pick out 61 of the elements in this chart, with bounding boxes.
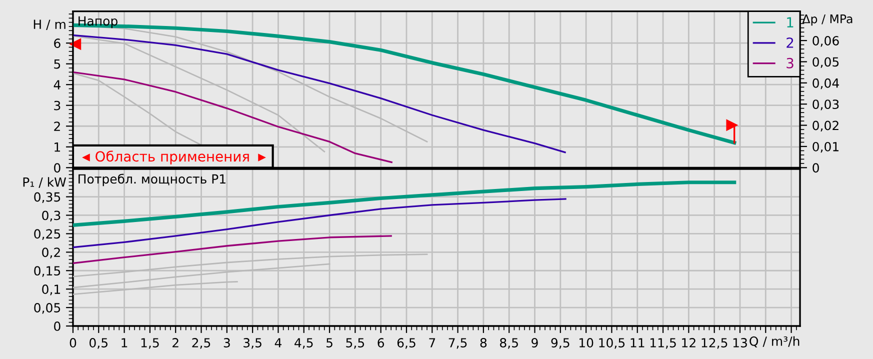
y-tick-label: 0,05 — [34, 303, 60, 314]
y2-axis-title: Δp / MPa — [802, 14, 852, 26]
x-tick-label: 7,5 — [448, 338, 467, 349]
x-tick-label: 4,5 — [294, 338, 313, 349]
x-tick-label: 4 — [274, 338, 282, 348]
y-tick-label: 1 — [54, 142, 60, 152]
x-tick-label: 2 — [172, 338, 178, 348]
x-tick-label: 9,5 — [551, 338, 570, 349]
x-tick-label: 3 — [224, 338, 230, 348]
x-tick-label: 6,5 — [397, 338, 416, 349]
x-tick-label: 0,5 — [90, 338, 108, 349]
x-tick-label: 7 — [429, 338, 436, 348]
x-tick-label: 8 — [480, 338, 487, 348]
y-tick-label: 0,25 — [34, 229, 60, 240]
line-series — [72, 198, 566, 248]
y-tick-label: 0,15 — [34, 266, 60, 277]
y-axis-title: H / m — [34, 20, 66, 30]
x-tick-label: 12 — [682, 338, 696, 348]
line-series — [72, 71, 392, 164]
y2-tick-label: 0,01 — [812, 142, 838, 153]
x-tick-label: 13 — [733, 338, 747, 348]
y-tick-label: 2 — [54, 122, 60, 131]
legend-label: 3 — [786, 58, 794, 68]
y2-tick-label: 0,06 — [812, 36, 839, 47]
annotation: Потребл. мощность P1 — [78, 174, 226, 186]
y-tick-label: 3 — [54, 100, 60, 110]
y2-tick-label: 0,04 — [812, 78, 839, 90]
y-tick-label: 6 — [54, 38, 60, 48]
x-tick-label: 1 — [122, 338, 128, 348]
x-tick-label: 12,5 — [702, 338, 728, 349]
y2-tick-label: 0,05 — [812, 57, 839, 68]
x-tick-label: 3,5 — [244, 338, 262, 349]
y-tick-label: 4 — [54, 80, 60, 90]
x-tick-label: 0 — [70, 338, 76, 348]
annotation: Область применения — [96, 150, 249, 164]
x-tick-label: 10,5 — [599, 338, 625, 349]
x-tick-label: 9 — [532, 338, 538, 348]
line-series — [72, 235, 392, 264]
y2-tick-label: 0,02 — [812, 120, 838, 132]
y-axis-title: P₁ / kW — [23, 177, 66, 188]
x-tick-label: 10 — [579, 338, 594, 348]
x-axis-title: Q / m³/h — [750, 336, 800, 348]
x-tick-label: 6 — [378, 338, 384, 348]
x-tick-label: 2,5 — [192, 338, 210, 349]
y-tick-label: 0,3 — [42, 210, 60, 222]
y2-tick-label: 0 — [812, 163, 819, 173]
y-tick-label: 0,35 — [34, 192, 60, 203]
x-tick-label: 8,5 — [500, 338, 518, 349]
x-tick-label: 1,5 — [141, 338, 159, 349]
y-tick-label: 5 — [54, 59, 60, 69]
legend-label: 2 — [786, 37, 794, 48]
x-tick-label: 5,5 — [346, 338, 364, 349]
y-tick-label: 0 — [54, 321, 60, 331]
legend-label: 1 — [787, 17, 794, 28]
y-tick-label: 0 — [54, 163, 60, 173]
x-tick-label: 5 — [326, 338, 332, 348]
y2-tick-label: 0,03 — [812, 100, 839, 110]
y-tick-label: 0,1 — [42, 284, 60, 296]
y-tick-label: 0,2 — [42, 248, 60, 258]
x-tick-label: 11,5 — [650, 338, 676, 349]
x-tick-label: 11 — [630, 338, 644, 348]
